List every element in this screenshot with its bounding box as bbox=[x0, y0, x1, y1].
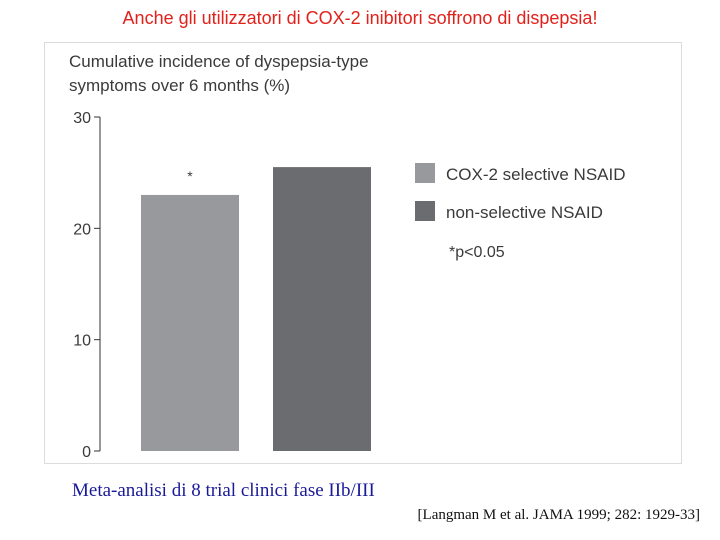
bar-cox2-selective bbox=[141, 194, 239, 451]
bar-significance-asterisk: * bbox=[187, 168, 193, 184]
slide-title: Anche gli utilizzatori di COX-2 inibitor… bbox=[122, 8, 598, 28]
bar-non-selective bbox=[273, 167, 371, 451]
legend-label-nonselective: non-selective NSAID bbox=[446, 203, 603, 222]
chart-panel: Cumulative incidence of dyspepsia-type s… bbox=[44, 42, 682, 464]
y-tick-label: 0 bbox=[82, 444, 91, 461]
y-tick-label: 30 bbox=[73, 110, 91, 127]
y-tick-label: 20 bbox=[73, 221, 91, 238]
caption: Meta-analisi di 8 trial clinici fase IIb… bbox=[72, 480, 375, 501]
y-tick-label: 10 bbox=[73, 333, 91, 350]
citation: [Langman M et al. JAMA 1999; 282: 1929-3… bbox=[417, 507, 700, 523]
legend-swatch-nonselective bbox=[415, 201, 435, 221]
bar-chart: Cumulative incidence of dyspepsia-type s… bbox=[69, 52, 626, 461]
chart-title: Cumulative incidence of dyspepsia-type bbox=[69, 52, 369, 71]
chart-subtitle: symptoms over 6 months (%) bbox=[69, 76, 290, 95]
legend-label-cox2: COX-2 selective NSAID bbox=[446, 165, 626, 184]
legend-swatch-cox2 bbox=[415, 163, 435, 183]
legend-significance-note: *p<0.05 bbox=[449, 244, 505, 261]
